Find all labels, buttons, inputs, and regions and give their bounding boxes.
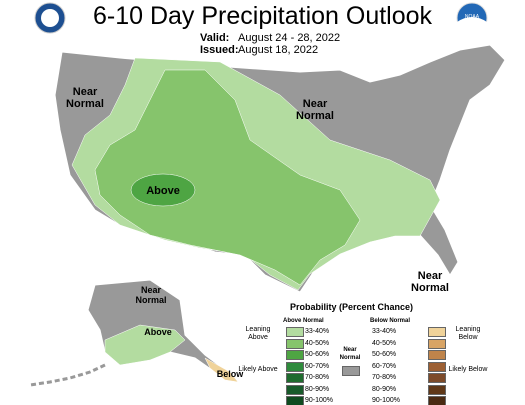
map-label: Near Normal — [66, 86, 104, 110]
legend-range: 33-40% — [305, 328, 330, 335]
map-label: Near Normal — [135, 285, 167, 305]
legend-range: 60-70% — [305, 362, 330, 370]
legend-range: 90-100% — [305, 397, 334, 404]
legend-range: 70-80% — [305, 374, 330, 381]
issued-dates: August 18, 2022 — [238, 44, 319, 56]
logo-text: NOAA — [464, 14, 480, 20]
issued-label: Issued: — [200, 44, 239, 56]
legend-swatch — [428, 396, 446, 405]
legend-category: Likely Above — [238, 366, 278, 373]
legend-range: 80-90% — [372, 385, 397, 393]
legend-swatch — [428, 338, 446, 349]
logo-inner — [41, 9, 59, 27]
legend-swatch — [286, 361, 304, 372]
legend-header: Above Normal — [283, 318, 324, 324]
legend-swatch — [428, 373, 446, 383]
legend-swatch — [342, 366, 360, 376]
legend-range: 80-90% — [305, 385, 330, 393]
legend-category: Leaning Above — [245, 326, 271, 341]
legend-header: Below Normal — [370, 318, 411, 324]
legend-swatch — [428, 327, 446, 337]
legend-swatch — [286, 350, 304, 360]
legend-swatch — [286, 384, 304, 395]
title: 6-10 Day Precipitation Outlook — [92, 2, 433, 30]
legend-range: 40-50% — [372, 339, 397, 347]
legend-swatch — [428, 361, 446, 372]
legend-swatch — [286, 338, 304, 349]
above-50-60-region — [130, 173, 196, 207]
map-label: Near Normal — [296, 98, 334, 122]
legend-swatch — [428, 384, 446, 395]
legend-category: Near Normal — [339, 347, 361, 361]
logo-wave — [457, 17, 487, 37]
legend-range: 60-70% — [372, 362, 397, 370]
map-label: Above — [144, 327, 172, 337]
valid-label: Valid: — [200, 32, 230, 44]
alaska-above — [104, 324, 186, 366]
map-label: Above — [146, 185, 180, 197]
legend-swatch — [428, 350, 446, 360]
legend-range: 40-50% — [305, 339, 330, 347]
aleutians — [29, 363, 106, 387]
legend-swatch — [286, 396, 304, 405]
legend-range: 33-40% — [372, 328, 397, 335]
legend-swatch — [286, 373, 304, 383]
legend-swatch — [286, 327, 304, 337]
legend-category: Leaning Below — [455, 326, 481, 341]
legend-category: Likely Below — [448, 366, 488, 373]
legend-range: 90-100% — [372, 397, 401, 404]
legend-range: 50-60% — [305, 351, 330, 358]
map-label: Near Normal — [411, 270, 449, 294]
alaska-below — [204, 357, 239, 383]
legend-range: 70-80% — [372, 374, 397, 381]
legend-title: Probability (Percent Chance) — [290, 302, 414, 312]
above-40-50-region — [94, 69, 361, 286]
valid-dates: August 24 - 28, 2022 — [238, 32, 341, 44]
legend-range: 50-60% — [372, 351, 397, 358]
map-label: Below — [216, 369, 244, 379]
